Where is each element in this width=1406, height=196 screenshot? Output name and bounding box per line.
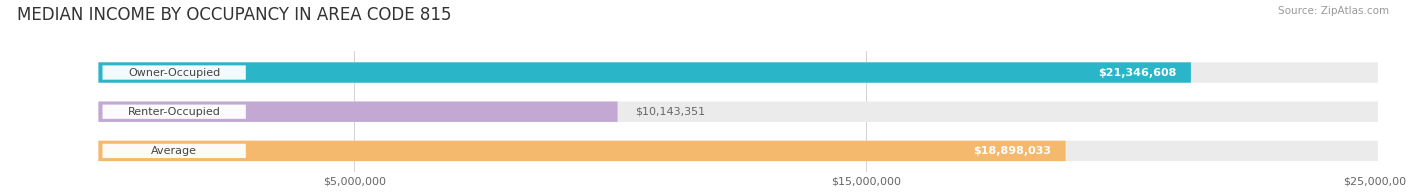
Text: Renter-Occupied: Renter-Occupied: [128, 107, 221, 117]
FancyBboxPatch shape: [103, 65, 246, 80]
FancyBboxPatch shape: [98, 102, 617, 122]
FancyBboxPatch shape: [98, 141, 1378, 161]
Text: $18,898,033: $18,898,033: [973, 146, 1052, 156]
Text: $10,143,351: $10,143,351: [636, 107, 706, 117]
FancyBboxPatch shape: [98, 62, 1378, 83]
FancyBboxPatch shape: [98, 62, 1191, 83]
FancyBboxPatch shape: [103, 105, 246, 119]
FancyBboxPatch shape: [98, 141, 1066, 161]
FancyBboxPatch shape: [103, 144, 246, 158]
Text: Average: Average: [152, 146, 197, 156]
Text: $21,346,608: $21,346,608: [1098, 67, 1177, 78]
Text: MEDIAN INCOME BY OCCUPANCY IN AREA CODE 815: MEDIAN INCOME BY OCCUPANCY IN AREA CODE …: [17, 6, 451, 24]
Text: Source: ZipAtlas.com: Source: ZipAtlas.com: [1278, 6, 1389, 16]
Text: Owner-Occupied: Owner-Occupied: [128, 67, 221, 78]
FancyBboxPatch shape: [98, 102, 1378, 122]
